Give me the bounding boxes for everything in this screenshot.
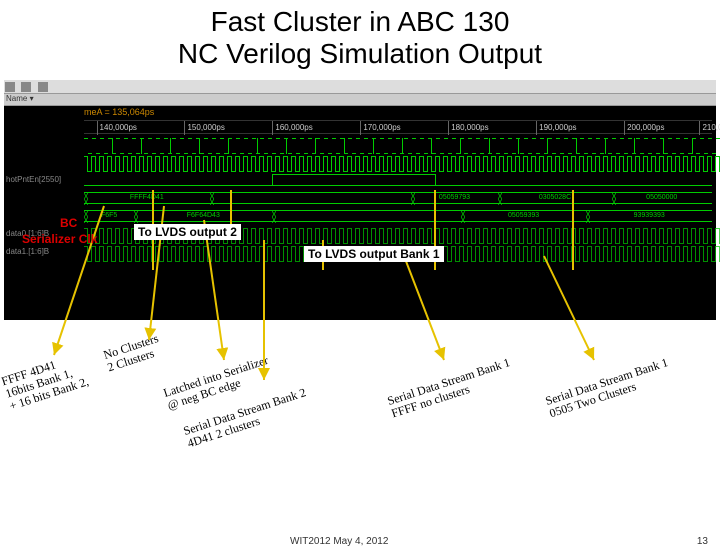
bus-segment: F6F5 xyxy=(84,210,134,222)
title-line-1: Fast Cluster in ABC 130 xyxy=(211,6,510,37)
time-tick: 150,000ps xyxy=(184,121,224,135)
bus-segment: FFFF4D41 xyxy=(84,192,210,204)
bus-transition xyxy=(586,210,590,222)
bus-transition xyxy=(84,192,88,204)
bc-waveform xyxy=(84,138,720,154)
bus-segment: 05059793 xyxy=(411,192,499,204)
bus-segment xyxy=(210,192,411,204)
cursor-time-label: meA = 135,064ps xyxy=(84,107,154,117)
time-tick: 210,0 xyxy=(699,121,720,135)
signal-row-bc: BC xyxy=(4,136,716,152)
signal-name: data1.[1:6]B xyxy=(6,244,82,260)
bus-segment: 05059393 xyxy=(461,210,587,222)
annot-stream-ffff: Serial Data Stream Bank 1 FFFF no cluste… xyxy=(386,356,516,421)
lvds-output-1-label: To LVDS output Bank 1 xyxy=(304,246,444,262)
bus-transition xyxy=(498,192,502,204)
tool-icon[interactable] xyxy=(5,82,15,92)
signal-row-bus2: F6F5F6F64D43 0505939393939393 xyxy=(4,208,716,224)
hit-waveform xyxy=(84,174,712,186)
signal-name: hotPntEn[2550] xyxy=(6,172,82,188)
bus-transition xyxy=(461,210,465,222)
cursor-bar: meA = 135,064ps xyxy=(4,106,716,120)
time-tick: 190,000ps xyxy=(536,121,576,135)
bus-transition xyxy=(272,210,276,222)
marker-line xyxy=(230,190,232,224)
bus-transition xyxy=(134,210,138,222)
tool-icon[interactable] xyxy=(38,82,48,92)
title-line-2: NC Verilog Simulation Output xyxy=(178,38,542,69)
bus-transition xyxy=(612,192,616,204)
time-tick: 170,000ps xyxy=(360,121,400,135)
name-column-label: Name ▾ xyxy=(6,94,34,103)
bus-segment xyxy=(272,210,460,222)
time-ruler: 140,000ps 150,000ps 160,000ps 170,000ps 180,… xyxy=(84,120,712,134)
annot-clusters: No Clusters 2 Clusters xyxy=(102,332,164,375)
slide-title: Fast Cluster in ABC 130 NC Verilog Simul… xyxy=(0,0,720,70)
footer-date: WIT2012 May 4, 2012 xyxy=(290,536,388,547)
bc-label: BC xyxy=(60,216,77,230)
slide-number: 13 xyxy=(697,536,708,547)
bus-transition xyxy=(411,192,415,204)
time-tick: 160,000ps xyxy=(272,121,312,135)
sclk-label: Serializer Clk xyxy=(22,232,97,246)
simulation-waveform-panel: Name ▾ meA = 135,064ps 140,000ps 150,000p… xyxy=(4,80,716,320)
bus-segment: 05050000 xyxy=(612,192,712,204)
toolbar xyxy=(4,80,716,94)
time-tick: 180,000ps xyxy=(448,121,488,135)
bus-segment: F6F64D43 xyxy=(134,210,272,222)
bus1-waveform: FFFF4D41 050597930305028C05050000 xyxy=(84,192,712,204)
marker-line xyxy=(572,190,574,270)
signal-row-sclk xyxy=(4,154,716,170)
time-tick: 200,000ps xyxy=(624,121,664,135)
time-tick: 140,000ps xyxy=(97,121,137,135)
column-header: Name ▾ xyxy=(4,94,716,106)
bus2-waveform: F6F5F6F64D43 0505939393939393 xyxy=(84,210,712,222)
annot-ffff-4d41: FFFF 4D41 16bits Bank 1, + 16 bits Bank … xyxy=(0,350,91,413)
bus-transition xyxy=(210,192,214,204)
tool-icon[interactable] xyxy=(21,82,31,92)
bus-segment: 0305028C xyxy=(498,192,611,204)
signal-row-lvds2: data0.[1:6]B xyxy=(4,226,716,242)
signal-row-hit: hotPntEn[2550] xyxy=(4,172,716,188)
bus-segment: 93939393 xyxy=(586,210,712,222)
bus-transition xyxy=(84,210,88,222)
signal-row-bus1: FFFF4D41 050597930305028C05050000 xyxy=(4,190,716,206)
annotations: FFFF 4D41 16bits Bank 1, + 16 bits Bank … xyxy=(0,325,720,520)
sclk-waveform xyxy=(84,156,720,172)
lvds-output-2-label: To LVDS output 2 xyxy=(134,224,241,240)
annot-stream-0505: Serial Data Stream Bank 1 0505 Two Clust… xyxy=(544,356,674,421)
